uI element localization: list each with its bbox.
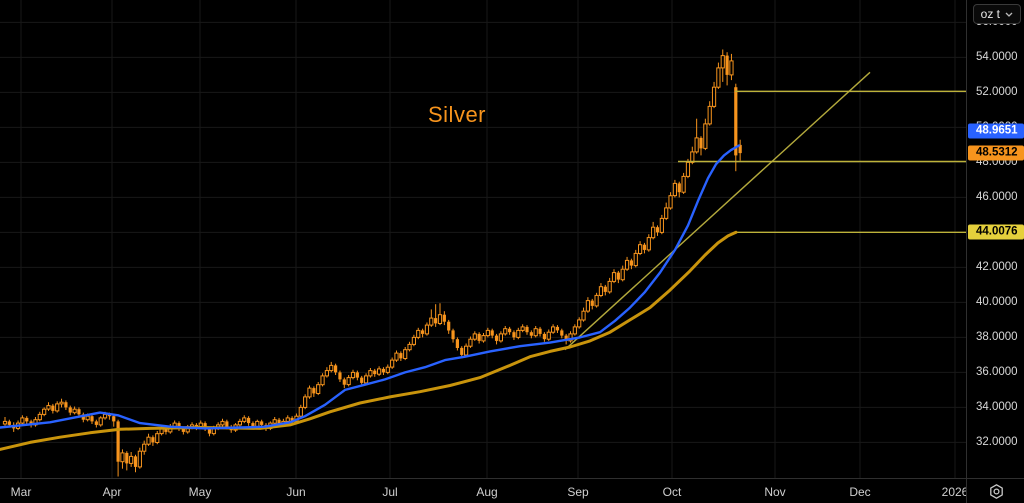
price-axis-label: 32.0000 [976, 436, 1018, 449]
time-axis-label: Nov [764, 484, 786, 499]
price-axis-label: 36.0000 [976, 366, 1018, 379]
time-axis[interactable]: Mar Apr May Jun Jul Aug Sep Oct Nov Dec 2026 [0, 478, 966, 503]
time-axis-label: Oct [662, 484, 682, 499]
time-axis-label: Jun [286, 484, 306, 499]
time-axis-label: Sep [567, 484, 589, 499]
price-axis-label: 46.0000 [976, 191, 1018, 204]
time-axis-label: May [188, 484, 212, 499]
grid-lines [0, 0, 966, 478]
candlestick-chart[interactable] [0, 0, 966, 478]
ma-slow-line[interactable] [0, 230, 738, 451]
unit-dropdown-button[interactable]: oz t [972, 4, 1021, 24]
unit-label: oz t [980, 7, 1000, 21]
last-price-badge: 48.5312 [968, 145, 1024, 161]
price-axis[interactable]: oz t 56.000054.000052.000050.000048.0000… [966, 0, 1024, 478]
price-axis-label: 40.0000 [976, 296, 1018, 309]
price-axis-label: 42.0000 [976, 261, 1018, 274]
candles-series[interactable] [2, 49, 742, 477]
time-axis-label: 2026 [941, 484, 966, 499]
chevron-down-icon [1005, 12, 1013, 17]
price-axis-label: 52.0000 [976, 86, 1018, 99]
axis-settings-corner [966, 478, 1024, 503]
gear-icon [989, 484, 1003, 499]
chart-plot-area[interactable]: Silver [0, 0, 966, 478]
price-axis-label: 34.0000 [976, 401, 1018, 414]
time-axis-label: Mar [10, 484, 32, 499]
time-axis-label: Jul [382, 484, 398, 499]
price-axis-label: 54.0000 [976, 51, 1018, 64]
settings-gear-button[interactable] [988, 483, 1005, 500]
ma-fast-value-badge: 48.9651 [968, 123, 1024, 138]
time-axis-label: Dec [849, 484, 871, 499]
ma-fast-line[interactable] [0, 144, 741, 430]
trendline-drawing[interactable] [564, 71, 871, 351]
price-axis-label: 38.0000 [976, 331, 1018, 344]
time-axis-label: Aug [476, 484, 498, 499]
ma-slow-value-badge: 44.0076 [968, 224, 1024, 240]
time-axis-label: Apr [102, 484, 122, 499]
